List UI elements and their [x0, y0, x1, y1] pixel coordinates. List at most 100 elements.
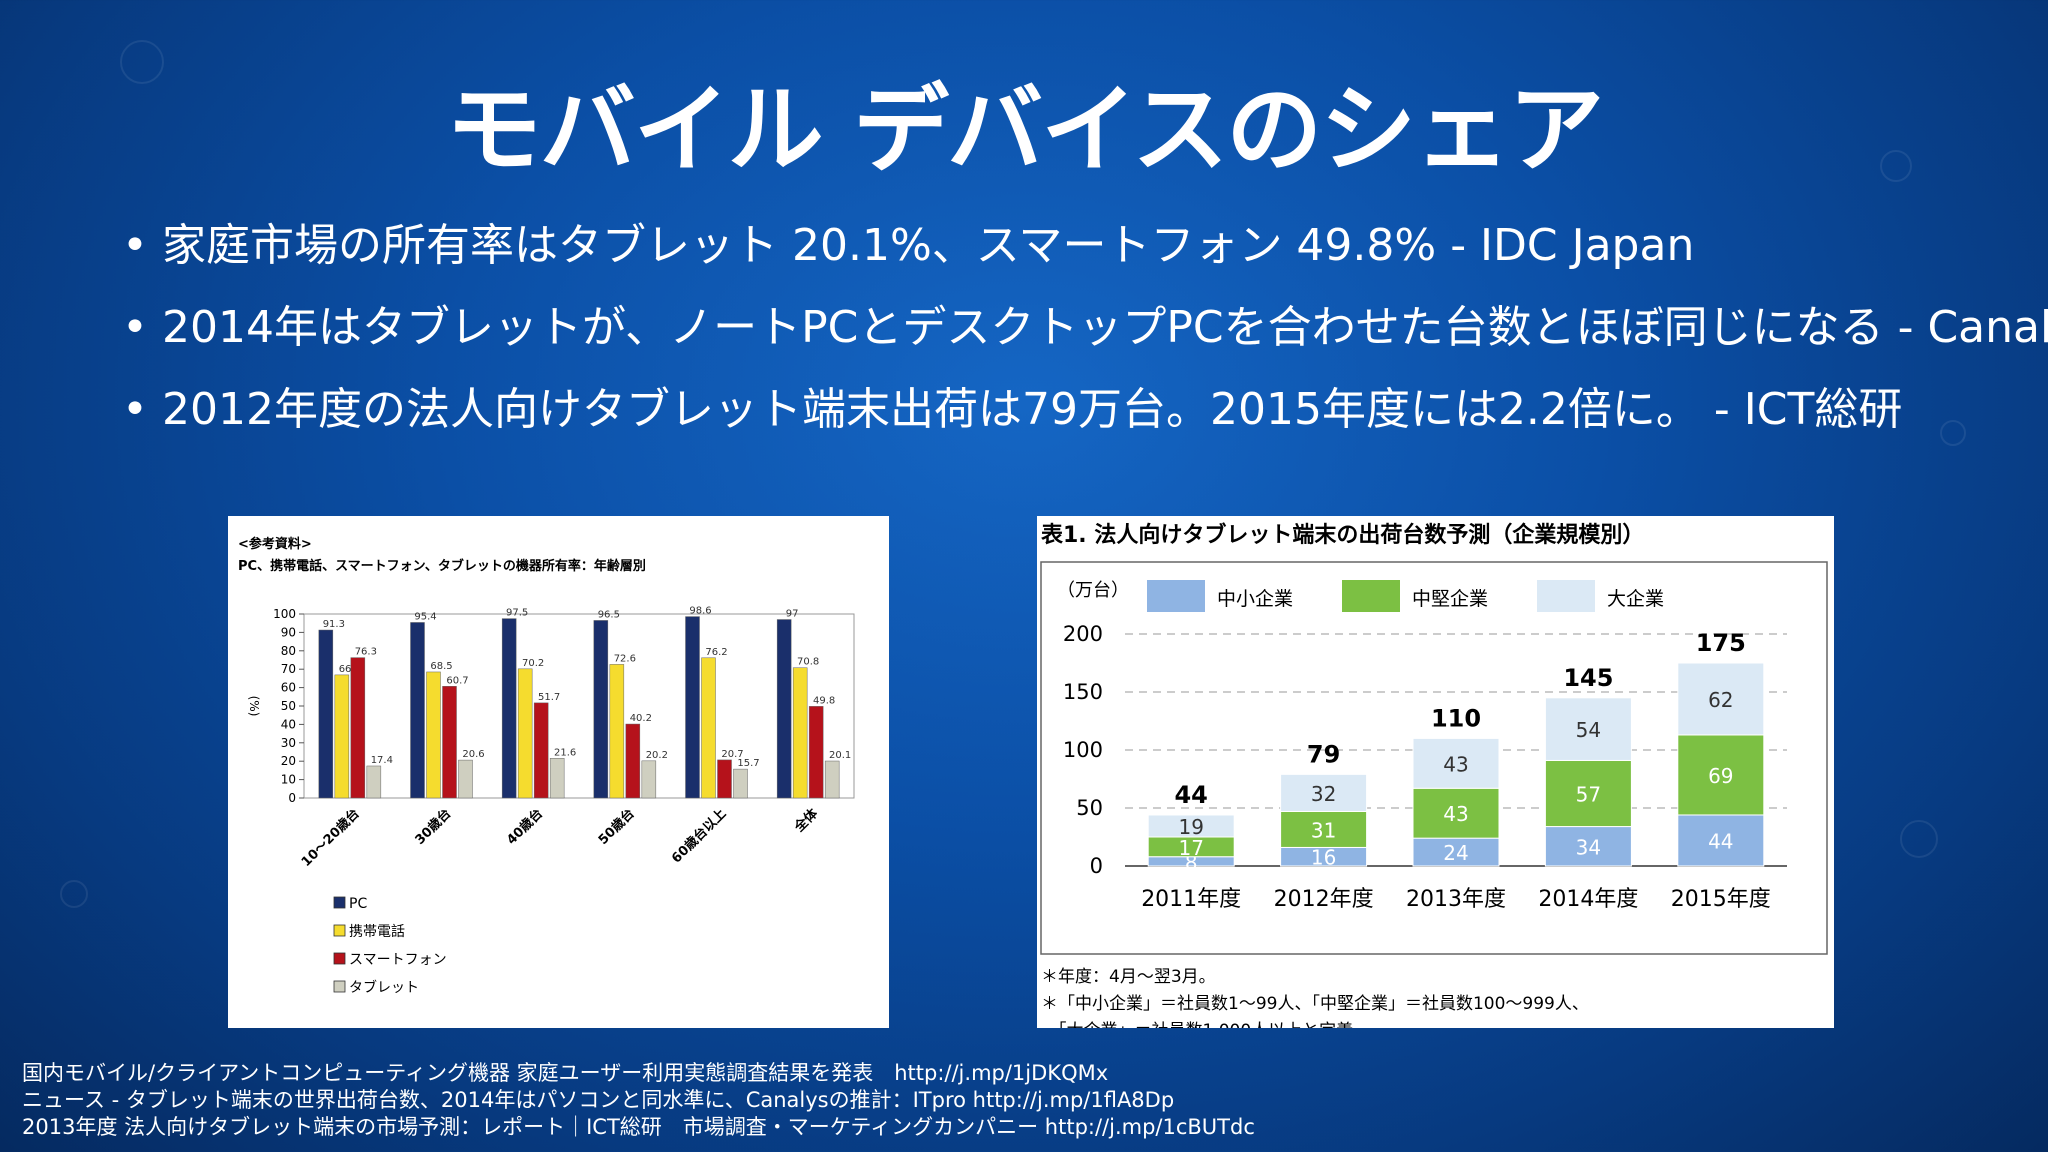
data-label: 98.6	[689, 606, 711, 617]
data-label: 60.7	[446, 675, 468, 686]
footnote: ＊年度：4月～翌3月。	[1041, 967, 1216, 987]
background-bubble	[1880, 150, 1912, 182]
y-tick-label: 30	[281, 736, 296, 750]
stacked-segment	[1677, 814, 1765, 867]
category-label: 50歳台	[595, 806, 637, 848]
category-label: 30歳台	[412, 806, 454, 848]
data-label: 68.5	[430, 661, 452, 672]
bar	[792, 667, 808, 799]
legend-swatch	[333, 924, 346, 937]
segment-label: 57	[1576, 783, 1601, 807]
legend-swatch	[333, 952, 346, 965]
segment-label: 44	[1708, 829, 1733, 853]
legend-label: 中堅企業	[1412, 588, 1488, 610]
category-label: 2015年度	[1671, 887, 1771, 912]
category-label: 2011年度	[1141, 887, 1241, 912]
bar	[410, 622, 425, 799]
data-label: 97.5	[506, 608, 528, 619]
background-bubble	[120, 40, 164, 84]
y-axis-label: (%)	[247, 696, 261, 717]
data-label: 15.7	[737, 758, 759, 769]
bar	[593, 620, 609, 799]
segment-label: 24	[1443, 841, 1468, 865]
bar	[625, 723, 641, 799]
legend-label: 携帯電話	[349, 923, 405, 940]
bar	[366, 765, 382, 799]
bar	[426, 671, 441, 799]
y-tick-label: 50	[281, 699, 296, 713]
bar	[517, 668, 533, 799]
data-label: 72.6	[614, 653, 636, 664]
data-label: 17.4	[371, 755, 393, 766]
category-label: 10～20歳台	[298, 806, 362, 870]
background-bubble	[60, 880, 88, 908]
bar	[641, 760, 657, 799]
bar	[350, 657, 366, 799]
stacked-segment	[1544, 697, 1632, 761]
y-tick-label: 100	[1063, 738, 1103, 762]
bar	[334, 674, 350, 799]
bar	[318, 629, 334, 799]
data-label: 40.2	[630, 713, 652, 724]
data-label: 49.8	[813, 695, 835, 706]
segment-label: 69	[1708, 764, 1733, 788]
total-label: 79	[1307, 740, 1340, 768]
stacked-segment	[1147, 814, 1235, 838]
footnote: 「大企業」＝社員数1,000人以上と定義。	[1041, 1021, 1370, 1028]
bar	[609, 664, 625, 799]
stacked-segment	[1412, 787, 1500, 839]
total-label: 175	[1696, 629, 1746, 657]
segment-label: 17	[1178, 836, 1203, 860]
data-label: 70.8	[797, 657, 819, 668]
chart-title: PC、携帯電話、スマートフォン、タブレットの機器所有率：年齢層別	[238, 558, 646, 574]
legend-label: PC	[349, 896, 367, 912]
category-label: 40歳台	[504, 806, 546, 848]
chart-title: 表1. 法人向けタブレット端末の出荷台数予測（企業規模別）	[1041, 522, 1644, 548]
legend-swatch	[1537, 580, 1595, 612]
source-line: 2013年度 法人向けタブレット端末の市場予測：レポート｜ICT総研 市場調査・…	[22, 1115, 1255, 1139]
data-label: 97	[786, 609, 799, 620]
data-label: 66.9	[339, 664, 361, 675]
footnote: ＊「中小企業」＝社員数1～99人、「中堅企業」＝社員数100～999人、	[1041, 994, 1589, 1014]
y-tick-label: 0	[1090, 854, 1103, 878]
bar	[824, 760, 840, 799]
segment-label: 31	[1311, 818, 1336, 842]
segment-label: 16	[1311, 846, 1336, 870]
data-label: 76.2	[705, 647, 727, 658]
bar	[808, 706, 824, 799]
bar	[501, 618, 517, 799]
bar	[533, 702, 549, 799]
data-label: 70.2	[522, 658, 544, 669]
data-label: 20.1	[829, 750, 851, 761]
legend-label: 中小企業	[1217, 588, 1293, 610]
plot-area	[303, 613, 855, 799]
y-tick-label: 10	[281, 773, 296, 787]
segment-label: 34	[1576, 835, 1601, 859]
stacked-segment	[1677, 662, 1765, 736]
bar	[458, 759, 473, 799]
source-line: 国内モバイル/クライアントコンピューティング機器 家庭ユーザー利用実態調査結果を…	[22, 1061, 1109, 1085]
legend-label: スマートフォン	[349, 952, 447, 968]
bar	[685, 616, 700, 799]
bullet-item: 2014年はタブレットが、ノートPCとデスクトップPCを合わせた台数とほぼ同じに…	[122, 287, 2048, 369]
data-label: 20.7	[721, 749, 743, 760]
unit-label: （万台）	[1057, 580, 1129, 601]
ownership-bar-chart: <参考資料>PC、携帯電話、スマートフォン、タブレットの機器所有率：年齢層別01…	[238, 536, 855, 996]
legend-label: 大企業	[1607, 588, 1664, 610]
stacked-segment	[1412, 837, 1500, 867]
total-label: 44	[1174, 781, 1207, 809]
category-label: 2014年度	[1538, 887, 1638, 912]
shipment-stacked-bar-chart: 表1. 法人向けタブレット端末の出荷台数予測（企業規模別） （万台） 中小企業 中堅企…	[1040, 522, 1828, 1041]
y-tick-label: 70	[281, 662, 296, 676]
y-tick-label: 80	[281, 644, 296, 658]
segment-label: 62	[1708, 688, 1733, 712]
stacked-segment	[1412, 737, 1500, 789]
bar	[717, 759, 732, 799]
bullet-list: 家庭市場の所有率はタブレット 20.1%、スマートフォン 49.8% - IDC…	[122, 205, 2048, 451]
category-label: 2012年度	[1274, 887, 1374, 912]
source-list: 国内モバイル/クライアントコンピューティング機器 家庭ユーザー利用実態調査結果を…	[22, 1060, 1255, 1141]
legend-swatch	[1147, 580, 1205, 612]
stacked-segment	[1544, 759, 1632, 828]
chart-heading: <参考資料>	[238, 536, 312, 552]
data-label: 76.3	[355, 647, 377, 658]
